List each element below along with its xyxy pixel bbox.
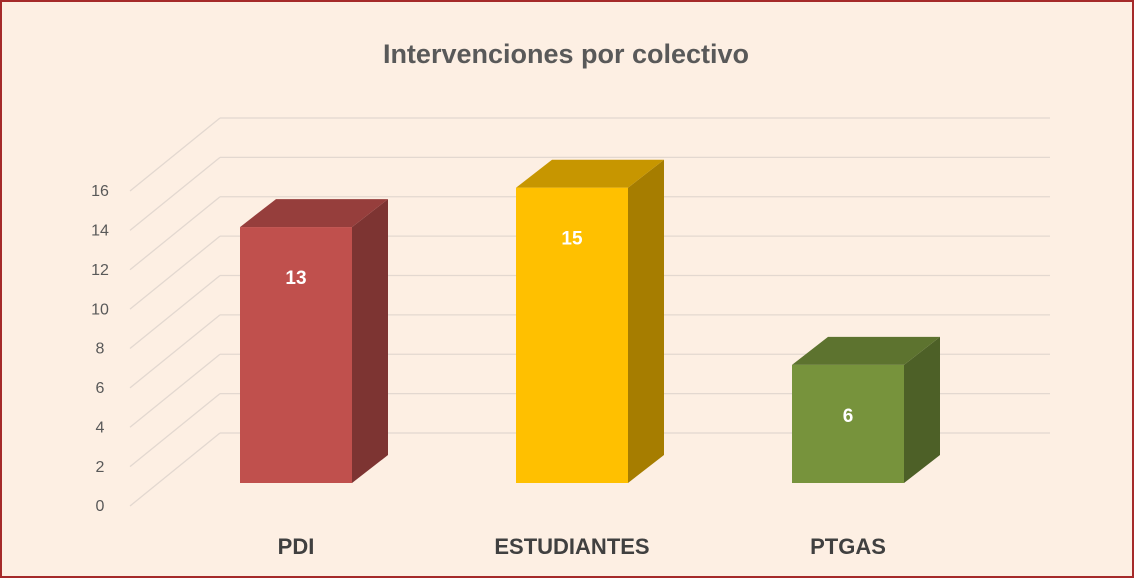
y-tick-label: 2 [96, 459, 105, 476]
grid-line [129, 432, 221, 507]
y-tick-label: 4 [96, 419, 105, 436]
grid-line [129, 196, 221, 271]
grid-line [129, 353, 221, 428]
y-tick-label: 6 [96, 380, 105, 397]
bar-side [904, 336, 940, 483]
value-label: 15 [561, 229, 583, 250]
bar [516, 187, 628, 483]
x-tick-label: ESTUDIANTES [494, 534, 649, 559]
bar-top [240, 199, 388, 228]
bar-side [352, 199, 388, 483]
value-label: 6 [843, 406, 854, 427]
chart-title: Intervenciones por colectivo [383, 39, 749, 69]
bar-top [792, 336, 940, 365]
x-tick-label: PDI [278, 534, 315, 559]
bar-top [516, 159, 664, 188]
grid-line [129, 274, 221, 350]
y-tick-label: 0 [96, 498, 105, 515]
y-tick-label: 14 [91, 223, 109, 240]
x-tick-label: PTGAS [810, 534, 886, 559]
grid-line [129, 314, 221, 389]
y-tick-label: 8 [96, 341, 105, 358]
grid-line [129, 393, 221, 468]
y-tick-label: 10 [91, 301, 109, 318]
y-tick-label: 12 [91, 262, 109, 279]
bar [792, 364, 904, 483]
grid-line [129, 117, 221, 192]
grid-line [129, 235, 221, 310]
bar [240, 227, 352, 483]
bar-side [628, 159, 664, 483]
grid-line [129, 156, 221, 231]
value-label: 13 [285, 268, 306, 289]
y-tick-label: 16 [91, 183, 109, 200]
